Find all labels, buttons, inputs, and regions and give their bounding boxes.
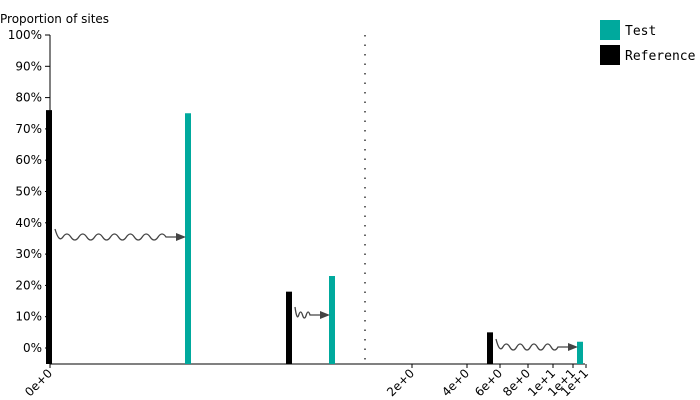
bar-test [185, 113, 191, 364]
wavy-arrow [294, 306, 330, 319]
y-tick-label: 70% [15, 122, 42, 136]
y-tick-label: 20% [15, 278, 42, 292]
x-tick-label: 4e+0 [439, 366, 472, 399]
y-tick-label: 30% [15, 247, 42, 261]
y-tick-label: 100% [8, 28, 42, 42]
bar-reference [286, 291, 292, 364]
bar-test [329, 276, 335, 364]
bar-reference [46, 110, 52, 365]
y-axis-label: Proportion of sites [0, 12, 109, 26]
y-tick-label: 90% [15, 59, 42, 73]
y-tick-label: 50% [15, 185, 42, 199]
y-tick-label: 80% [15, 91, 42, 105]
y-tick-label: 60% [15, 153, 42, 167]
x-axis-ticks: 0e+0 2e+0 4e+0 6e+08e+01e+11e+11e+1 [22, 364, 591, 399]
legend-label-test: Test [625, 24, 656, 39]
arrows [54, 228, 578, 351]
x-tick-label: 2e+0 [384, 366, 417, 399]
x-tick-label: 6e+0 [472, 366, 505, 399]
y-tick-label: 10% [15, 310, 42, 324]
bars [46, 110, 583, 365]
legend-swatch-reference [600, 45, 620, 65]
legend-swatch-test [600, 20, 620, 40]
wavy-arrow [54, 228, 186, 241]
y-tick-label: 0% [23, 341, 42, 355]
wavy-arrow [495, 338, 578, 351]
bar-reference [487, 332, 493, 364]
y-axis-ticks: 100% 90% 80% 70% 60% 50% 40% 30% 20% 10% 0% [8, 28, 50, 355]
legend: Test Reference [600, 20, 696, 65]
x-tick-label: 8e+0 [500, 366, 533, 399]
legend-label-reference: Reference [625, 49, 696, 64]
y-tick-label: 40% [15, 216, 42, 230]
x-tick-label: 0e+0 [22, 366, 55, 399]
bar-test [577, 341, 583, 364]
